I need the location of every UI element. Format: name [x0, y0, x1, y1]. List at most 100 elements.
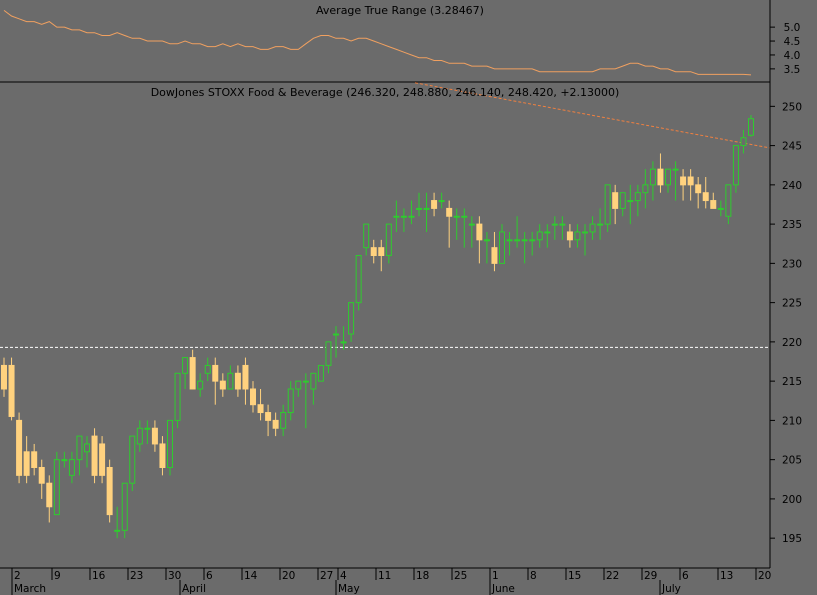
candle-body: [717, 207, 724, 210]
candle-body: [574, 231, 581, 241]
atr-line: [3, 9, 752, 76]
candle-body: [582, 231, 588, 234]
candle-body: [136, 427, 143, 445]
candle-body: [151, 427, 158, 445]
price-ytick-label: 200: [782, 494, 802, 506]
candle-body: [619, 192, 626, 209]
candle-body: [189, 357, 196, 390]
x-day-label: 25: [454, 570, 467, 582]
candle-body: [272, 419, 279, 429]
atr-ytick-label: 5.0: [784, 22, 801, 34]
candle-body: [657, 168, 664, 186]
candle-body: [197, 380, 204, 390]
candle-body: [468, 223, 475, 226]
candle-body: [310, 372, 317, 390]
candle-body: [453, 215, 460, 218]
candle-body: [99, 443, 106, 476]
candle-body: [597, 223, 604, 226]
candle-body: [514, 239, 521, 242]
candle-body: [544, 231, 551, 234]
candle-body: [348, 302, 355, 335]
candle-body: [1, 364, 7, 390]
candle-body: [61, 459, 68, 462]
candle-body: [295, 380, 302, 390]
candle-body: [695, 184, 702, 194]
x-day-label: 18: [416, 570, 429, 582]
x-day-label: 15: [568, 570, 581, 582]
x-axis: 2 9 16 23 30 6 14 20 27 4 11 18 25 1 8 15 22 29 6 13 20March…: [11, 568, 771, 595]
candle-body: [68, 459, 75, 476]
x-day-label: 16: [92, 570, 106, 582]
candle-body: [317, 364, 324, 382]
price-ytick-label: 195: [782, 533, 802, 545]
candle-body: [227, 372, 234, 390]
candle-body: [612, 192, 619, 209]
price-ytick-label: 210: [782, 415, 802, 427]
candle-body: [710, 200, 717, 209]
candle-body: [121, 482, 128, 531]
x-day-label: 30: [168, 570, 181, 582]
candle-body: [491, 247, 498, 264]
x-day-label: 14: [244, 570, 258, 582]
candle-body: [31, 451, 38, 469]
candle-body: [732, 145, 739, 186]
candle-body: [680, 176, 687, 186]
x-day-label: 11: [378, 570, 391, 582]
x-day-label: 4: [340, 570, 347, 582]
x-day-label: 27: [320, 570, 333, 582]
price-title: DowJones STOXX Food & Beverage (246.320,…: [151, 86, 620, 99]
atr-title: Average True Range (3.28467): [316, 4, 484, 17]
candle-body: [84, 443, 90, 453]
x-day-label: 6: [206, 570, 213, 582]
atr-ytick-label: 3.5: [784, 64, 801, 76]
x-day-label: 9: [54, 570, 61, 582]
candle-body: [16, 419, 23, 476]
price-ytick-label: 220: [782, 337, 802, 349]
price-ytick-label: 205: [782, 455, 802, 467]
candle-body: [174, 372, 181, 421]
x-day-label: 2: [14, 570, 21, 582]
candle-body: [167, 419, 173, 469]
candle-body: [476, 223, 483, 241]
candle-body: [333, 333, 339, 336]
candle-body: [687, 176, 694, 186]
candle-body: [129, 435, 136, 484]
x-month-label: May: [338, 583, 360, 595]
trendline: [414, 82, 771, 149]
x-day-label: 23: [130, 570, 143, 582]
candle-body: [536, 231, 543, 241]
candle-body: [242, 364, 249, 390]
candle-body: [46, 482, 53, 508]
candle-body: [740, 137, 747, 147]
candle-body: [604, 184, 611, 225]
candle-body: [212, 364, 219, 382]
price-ytick-label: 215: [782, 376, 802, 388]
x-day-label: 20: [758, 570, 771, 582]
candle-body: [649, 168, 656, 186]
candle-body: [589, 223, 596, 233]
candle-body: [355, 255, 362, 304]
candle-body: [370, 247, 377, 257]
candle-body: [559, 223, 566, 226]
candle-body: [385, 223, 392, 257]
candle-body: [287, 388, 294, 414]
x-day-label: 8: [530, 570, 537, 582]
candle-body: [257, 404, 264, 414]
candle-body: [529, 239, 536, 242]
candle-body: [325, 341, 332, 366]
candle-body: [340, 341, 347, 344]
candle-body: [91, 435, 98, 476]
candle-body: [665, 168, 671, 186]
x-day-label: 29: [644, 570, 657, 582]
candle-body: [446, 207, 453, 217]
x-day-label: 20: [282, 570, 295, 582]
candle-body: [431, 200, 438, 209]
candle-body: [302, 380, 309, 383]
x-month-label: March: [14, 583, 46, 595]
candle-body: [106, 467, 113, 516]
price-ytick-label: 225: [782, 298, 802, 310]
price-ytick-label: 245: [782, 141, 802, 153]
candle-body: [250, 388, 256, 406]
candle-body: [725, 184, 732, 217]
x-day-label: 22: [606, 570, 619, 582]
